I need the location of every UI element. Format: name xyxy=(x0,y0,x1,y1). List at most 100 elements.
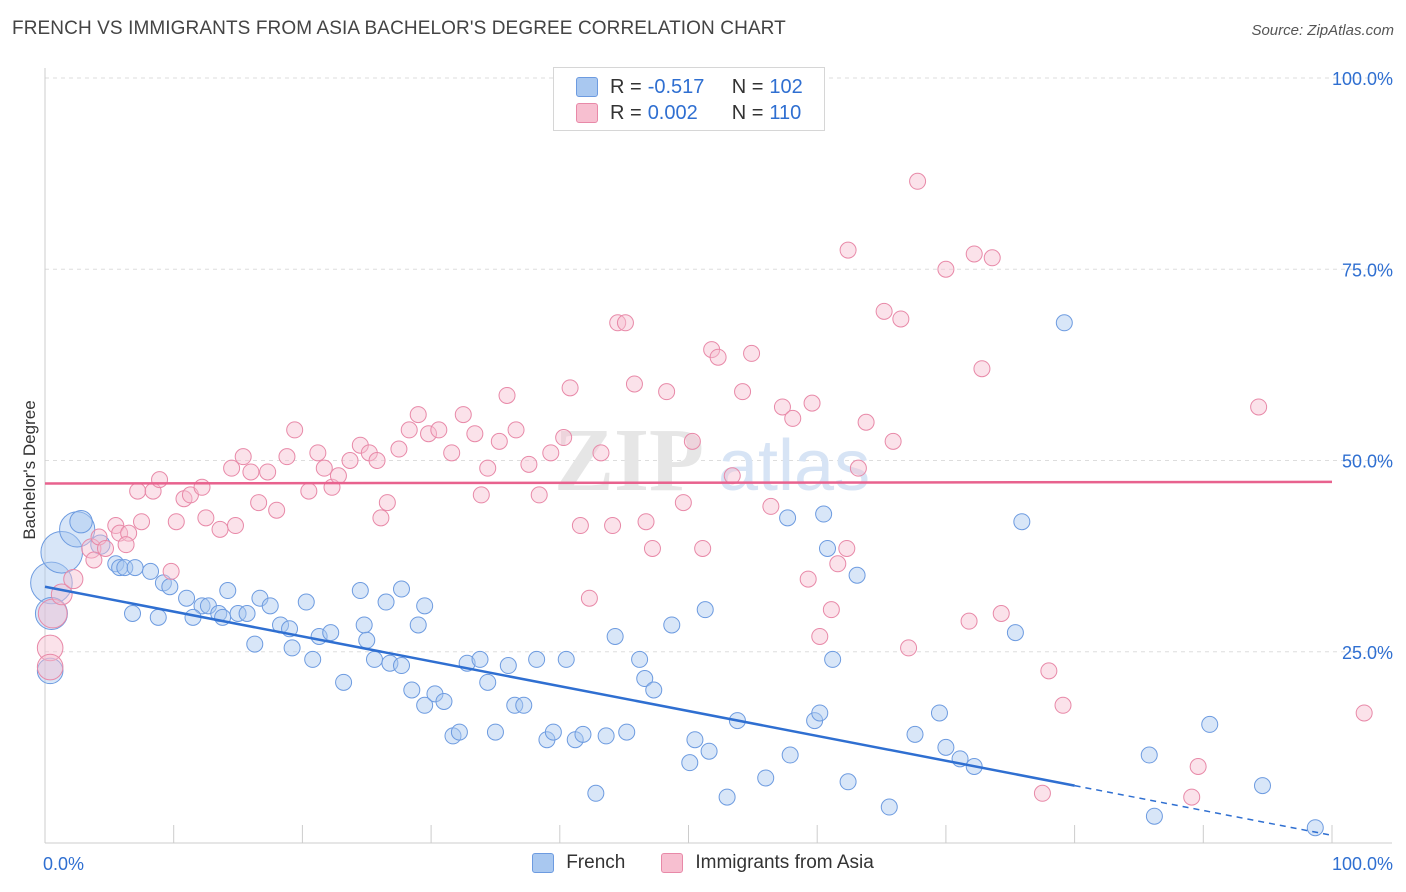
grid-lines xyxy=(45,77,1392,653)
point-asia xyxy=(409,406,427,424)
point-french xyxy=(818,539,836,557)
watermark-atlas: atlas xyxy=(718,426,870,506)
point-french xyxy=(1254,777,1272,795)
point-asia xyxy=(420,425,438,443)
point-asia xyxy=(167,513,185,531)
point-french xyxy=(506,696,524,714)
point-asia xyxy=(784,409,802,427)
point-french xyxy=(365,650,383,668)
point-french xyxy=(450,723,468,741)
point-asia xyxy=(743,344,761,362)
legend-n-label: N = xyxy=(731,75,764,98)
point-asia xyxy=(372,509,390,527)
point-asia xyxy=(242,463,260,481)
point-asia xyxy=(193,478,211,496)
point-french xyxy=(757,769,775,787)
point-asia xyxy=(390,440,408,458)
point-asia xyxy=(479,459,497,477)
y-tick-label: 50.0% xyxy=(1342,452,1393,472)
x-tick-label: 100.0% xyxy=(1332,854,1393,874)
legend-item-french[interactable]: French xyxy=(532,852,625,874)
legend-n-value: 102 xyxy=(769,75,803,98)
y-tick-label: 75.0% xyxy=(1342,260,1393,280)
point-french xyxy=(606,627,624,645)
point-french xyxy=(618,723,636,741)
point-french xyxy=(1055,314,1073,332)
point-french xyxy=(335,673,353,691)
point-asia xyxy=(803,394,821,412)
point-asia xyxy=(992,605,1010,622)
point-french xyxy=(111,559,129,577)
point-asia xyxy=(734,383,752,401)
point-asia xyxy=(811,627,829,645)
legend-n-value: 110 xyxy=(769,101,802,124)
point-french xyxy=(848,566,866,584)
point-french xyxy=(304,650,322,668)
point-french xyxy=(1006,624,1024,642)
point-french xyxy=(69,510,93,534)
legend-r-label: R = xyxy=(610,75,642,98)
point-asia xyxy=(507,421,525,439)
point-asia xyxy=(368,452,386,469)
point-asia xyxy=(694,539,712,557)
point-asia xyxy=(259,463,277,481)
point-french xyxy=(479,673,497,691)
point-asia xyxy=(829,555,847,573)
point-asia xyxy=(1189,758,1207,775)
point-asia xyxy=(1183,788,1201,806)
point-french xyxy=(116,559,134,577)
point-asia xyxy=(857,413,875,431)
point-asia xyxy=(151,471,169,489)
point-french xyxy=(597,727,615,745)
point-french xyxy=(149,608,167,626)
point-asia xyxy=(250,494,268,512)
legend-item-asia[interactable]: Immigrants from Asia xyxy=(661,852,874,874)
point-french xyxy=(631,650,649,668)
point-asia xyxy=(234,448,252,466)
point-asia xyxy=(571,517,589,535)
point-asia xyxy=(63,568,84,590)
point-asia xyxy=(542,444,560,462)
point-asia xyxy=(300,482,318,500)
y-tick-label: 100.0% xyxy=(1332,69,1393,89)
point-asia xyxy=(580,589,598,607)
point-asia xyxy=(498,386,516,404)
point-french xyxy=(906,725,924,743)
legend-n-label: N = xyxy=(731,101,764,124)
point-asia xyxy=(329,467,347,485)
point-french xyxy=(824,650,842,668)
point-asia xyxy=(592,444,610,462)
point-asia xyxy=(900,639,918,657)
point-french xyxy=(142,562,160,580)
point-french xyxy=(937,738,955,756)
point-french xyxy=(1140,746,1158,764)
point-french xyxy=(645,681,663,699)
point-french xyxy=(322,624,340,642)
point-asia xyxy=(1040,662,1058,680)
point-asia xyxy=(1054,696,1072,714)
point-french xyxy=(409,616,427,634)
chart-title: FRENCH VS IMMIGRANTS FROM ASIA BACHELOR'… xyxy=(12,18,786,39)
data-points xyxy=(30,172,1373,837)
point-asia xyxy=(762,497,780,515)
point-asia xyxy=(466,425,484,443)
series-legend: French Immigrants from Asia xyxy=(0,852,1406,874)
point-french xyxy=(499,657,517,675)
point-asia xyxy=(36,653,64,681)
point-asia xyxy=(400,421,418,439)
point-asia xyxy=(129,482,147,500)
legend-r-value: -0.517 xyxy=(647,75,705,98)
point-french xyxy=(219,582,237,600)
point-asia xyxy=(223,459,241,477)
point-french xyxy=(261,597,279,615)
point-asia xyxy=(892,310,910,328)
point-french xyxy=(126,559,144,577)
y-tick-label: 25.0% xyxy=(1342,643,1393,663)
point-french xyxy=(297,593,315,611)
legend-row-asia: R = 0.002 N = 110 xyxy=(576,100,801,126)
point-asia xyxy=(839,241,857,259)
point-asia xyxy=(96,539,114,557)
legend-label-asia: Immigrants from Asia xyxy=(695,852,874,873)
point-french xyxy=(1145,807,1163,825)
point-french xyxy=(351,582,369,600)
